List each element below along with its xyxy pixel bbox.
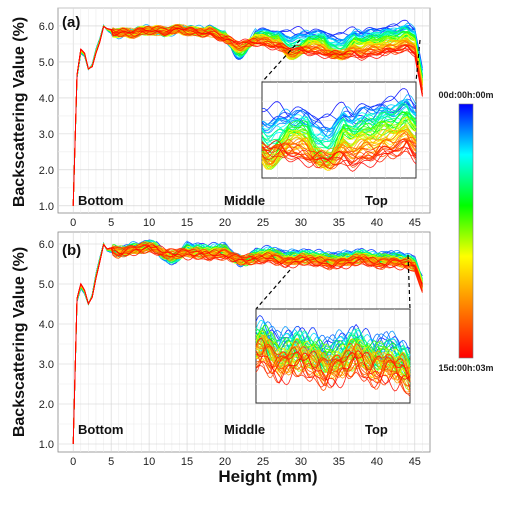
inset-series-line [261,133,417,163]
inset-series-line [255,326,411,368]
x-tick-label: 15 [181,456,193,468]
x-tick-label: 0 [70,217,76,229]
y-tick-label: 5.0 [39,279,54,291]
y-tick-label: 3.0 [39,129,54,141]
panel-b-inset-connector-left [255,269,291,310]
inset-series-line [261,129,417,161]
inset-series-line [261,94,417,145]
y-tick-label: 2.0 [39,165,54,177]
x-tick-label: 40 [371,217,383,229]
x-axis-label: Height (mm) [218,467,317,486]
panel-a-inset [261,39,421,179]
series-line [72,25,423,206]
x-tick-label: 20 [219,456,231,468]
panel-a-inset-connector-right [415,39,421,83]
x-tick-label: 10 [143,456,155,468]
inset-series-line [261,146,417,166]
y-tick-label: 1.0 [39,439,54,451]
x-tick-label: 25 [257,217,269,229]
y-tick-label: 3.0 [39,359,54,371]
panel-b-region-middle: Middle [224,422,265,437]
inset-series-line [255,337,411,393]
panel-b-ticks: 0 5 10 15 20 25 30 35 40 45 1.0 2.0 3.0 4.0 5.0 6.0 [39,239,421,468]
x-tick-label: 10 [143,217,155,229]
series-line [72,241,423,445]
panel-b-inset [255,254,411,404]
inset-series-line [261,141,417,172]
inset-series-line [261,144,417,170]
colorbar-bottom-label: 15d:00h:03m [438,363,493,373]
y-tick-label: 5.0 [39,57,54,69]
inset-series-line [255,350,411,387]
panel-a-ticks: 0 5 10 15 20 25 30 35 40 45 1.0 2.0 3.0 4.0 5.0 6.0 [39,21,421,229]
colorbar: 00d:00h:00m 15d:00h:03m [438,90,493,373]
x-tick-label: 45 [409,217,421,229]
panel-b-inset-series [255,315,411,397]
inset-series-line [255,343,411,397]
series-line [72,243,423,445]
panel-a-region-middle: Middle [224,193,265,208]
panel-a-series [72,19,423,206]
panel-b-region-bottom: Bottom [78,422,124,437]
inset-series-line [255,345,411,387]
x-tick-label: 5 [108,456,114,468]
x-tick-label: 40 [371,456,383,468]
inset-series-line [255,346,411,391]
inset-series-line [255,345,411,395]
x-tick-label: 0 [70,456,76,468]
inset-series-line [261,140,417,168]
colorbar-top-label: 00d:00h:00m [438,90,493,100]
inset-series-line [255,342,411,381]
x-tick-label: 35 [333,217,345,229]
inset-series-line [255,329,411,381]
series-line [72,243,423,445]
inset-series-line [261,128,417,164]
inset-series-line [261,140,417,169]
series-line [72,25,423,206]
series-line [72,243,423,445]
panel-a-inset-connector-left [261,39,301,83]
x-tick-label: 30 [295,456,307,468]
inset-series-line [261,116,417,167]
panel-b-inset-connector-right [407,254,411,310]
panel-b-series [72,239,423,445]
panel-a-label: (a) [62,14,80,31]
panel-a-y-axis-label: Backscattering Value (%) [11,17,28,207]
x-tick-label: 35 [333,456,345,468]
y-tick-label: 4.0 [39,93,54,105]
panel-b-y-axis-label: Backscattering Value (%) [11,247,28,437]
panel-b-region-top: Top [365,422,388,437]
x-tick-label: 30 [295,217,307,229]
panel-a: 0 5 10 15 20 25 30 35 40 45 1.0 2.0 3.0 4.0 5.0 6.0 (a)… [39,7,431,229]
x-tick-label: 20 [219,217,231,229]
panel-a-region-bottom: Bottom [78,193,124,208]
x-tick-label: 15 [181,217,193,229]
x-tick-label: 25 [257,456,269,468]
series-line [72,243,423,445]
y-tick-label: 2.0 [39,399,54,411]
inset-series-line [255,351,411,387]
inset-series-line [255,337,411,378]
panel-a-inset-series [261,88,417,172]
panel-b: 0 5 10 15 20 25 30 35 40 45 1.0 2.0 3.0 4.0 5.0 6.0 (b)… [39,231,431,468]
y-tick-label: 1.0 [39,201,54,213]
inset-series-line [255,329,411,378]
x-tick-label: 5 [108,217,114,229]
inset-series-line [261,88,417,127]
y-tick-label: 4.0 [39,319,54,331]
inset-series-line [255,351,411,382]
panel-a-region-top: Top [365,193,388,208]
x-tick-label: 45 [409,456,421,468]
inset-series-line [255,325,411,380]
colorbar-bar [458,103,474,359]
panel-b-label: (b) [62,242,81,259]
y-tick-label: 6.0 [39,21,54,33]
y-tick-label: 6.0 [39,239,54,251]
